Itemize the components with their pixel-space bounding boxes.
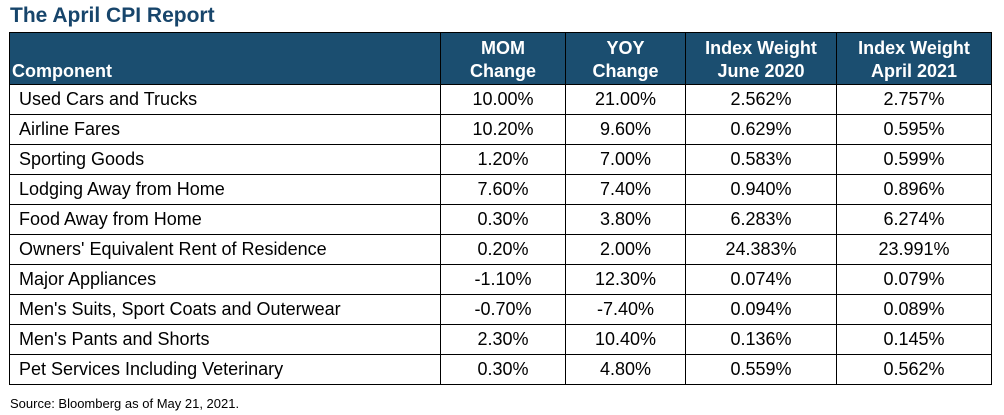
cell-weight-2020: 0.094% bbox=[685, 294, 837, 325]
column-header-label: April 2021 bbox=[870, 61, 958, 81]
cell-mom-change: -1.10% bbox=[440, 264, 566, 295]
table-row: Major Appliances -1.10% 12.30% 0.074% 0.079% bbox=[9, 264, 992, 295]
table-row: Airline Fares 10.20% 9.60% 0.629% 0.595% bbox=[9, 114, 992, 145]
cell-weight-2021: 0.896% bbox=[836, 174, 992, 205]
cell-weight-2020: 0.583% bbox=[685, 144, 837, 175]
cell-weight-2021: 0.089% bbox=[836, 294, 992, 325]
table-row: Men's Pants and Shorts 2.30% 10.40% 0.136% 0… bbox=[9, 324, 992, 355]
cell-component: Lodging Away from Home bbox=[9, 174, 441, 205]
cpi-table: Component MOM Change YOY Change Index We… bbox=[9, 32, 992, 385]
cell-mom-change: -0.70% bbox=[440, 294, 566, 325]
table-body: Used Cars and Trucks 10.00% 21.00% 2.562% 2.… bbox=[9, 84, 992, 385]
table-row: Sporting Goods 1.20% 7.00% 0.583% 0.599% bbox=[9, 144, 992, 175]
table-header: Component MOM Change YOY Change Index We… bbox=[9, 32, 992, 85]
cell-weight-2021: 2.757% bbox=[836, 84, 992, 115]
cell-component: Men's Pants and Shorts bbox=[9, 324, 441, 355]
column-header-component: Component bbox=[9, 32, 441, 85]
cell-weight-2021: 0.079% bbox=[836, 264, 992, 295]
cell-weight-2020: 0.559% bbox=[685, 354, 837, 385]
cell-yoy-change: 10.40% bbox=[565, 324, 686, 355]
cell-component: Used Cars and Trucks bbox=[9, 84, 441, 115]
column-header-label: Index Weight bbox=[705, 38, 817, 58]
cell-yoy-change: 3.80% bbox=[565, 204, 686, 235]
column-header-label: Change bbox=[469, 61, 536, 81]
cell-yoy-change: 7.00% bbox=[565, 144, 686, 175]
cell-weight-2021: 0.562% bbox=[836, 354, 992, 385]
cell-weight-2020: 0.940% bbox=[685, 174, 837, 205]
cell-component: Major Appliances bbox=[9, 264, 441, 295]
cell-weight-2020: 0.136% bbox=[685, 324, 837, 355]
column-header-label: Index Weight bbox=[858, 38, 970, 58]
column-header-label: June 2020 bbox=[717, 61, 805, 81]
cell-component: Owners' Equivalent Rent of Residence bbox=[9, 234, 441, 265]
cell-yoy-change: 2.00% bbox=[565, 234, 686, 265]
cell-component: Pet Services Including Veterinary bbox=[9, 354, 441, 385]
cell-mom-change: 0.20% bbox=[440, 234, 566, 265]
table-row: Used Cars and Trucks 10.00% 21.00% 2.562% 2.… bbox=[9, 84, 992, 115]
cell-component: Food Away from Home bbox=[9, 204, 441, 235]
cell-mom-change: 10.00% bbox=[440, 84, 566, 115]
header-row: Component MOM Change YOY Change Index We… bbox=[9, 32, 992, 85]
cell-component: Airline Fares bbox=[9, 114, 441, 145]
cell-weight-2021: 0.599% bbox=[836, 144, 992, 175]
table-row: Men's Suits, Sport Coats and Outerwear -0… bbox=[9, 294, 992, 325]
column-header-yoy: YOY Change bbox=[565, 32, 686, 85]
cell-weight-2021: 6.274% bbox=[836, 204, 992, 235]
cell-yoy-change: 9.60% bbox=[565, 114, 686, 145]
column-header-label: MOM bbox=[481, 38, 525, 58]
cell-yoy-change: 7.40% bbox=[565, 174, 686, 205]
cell-yoy-change: 4.80% bbox=[565, 354, 686, 385]
table-row: Lodging Away from Home 7.60% 7.40% 0.940% 0.… bbox=[9, 174, 992, 205]
column-header-mom: MOM Change bbox=[440, 32, 566, 85]
table-row: Pet Services Including Veterinary 0.30% 4.… bbox=[9, 354, 992, 385]
cell-yoy-change: 21.00% bbox=[565, 84, 686, 115]
report-title: The April CPI Report bbox=[10, 4, 215, 27]
cell-mom-change: 2.30% bbox=[440, 324, 566, 355]
cell-mom-change: 0.30% bbox=[440, 204, 566, 235]
cell-weight-2021: 23.991% bbox=[836, 234, 992, 265]
column-header-label: Component bbox=[12, 61, 112, 81]
cell-weight-2020: 0.629% bbox=[685, 114, 837, 145]
cell-mom-change: 1.20% bbox=[440, 144, 566, 175]
cell-weight-2021: 0.595% bbox=[836, 114, 992, 145]
cell-weight-2020: 24.383% bbox=[685, 234, 837, 265]
column-header-label: Change bbox=[592, 61, 659, 81]
cell-yoy-change: 12.30% bbox=[565, 264, 686, 295]
cell-yoy-change: -7.40% bbox=[565, 294, 686, 325]
table-row: Owners' Equivalent Rent of Residence 0.20… bbox=[9, 234, 992, 265]
cell-component: Sporting Goods bbox=[9, 144, 441, 175]
column-header-weight-2021: Index Weight April 2021 bbox=[836, 32, 992, 85]
table-row: Food Away from Home 0.30% 3.80% 6.283% 6.274… bbox=[9, 204, 992, 235]
cell-weight-2020: 0.074% bbox=[685, 264, 837, 295]
column-header-weight-2020: Index Weight June 2020 bbox=[685, 32, 837, 85]
cell-weight-2021: 0.145% bbox=[836, 324, 992, 355]
cell-mom-change: 10.20% bbox=[440, 114, 566, 145]
cell-mom-change: 0.30% bbox=[440, 354, 566, 385]
cell-component: Men's Suits, Sport Coats and Outerwear bbox=[9, 294, 441, 325]
source-note: Source: Bloomberg as of May 21, 2021. bbox=[10, 396, 240, 411]
cell-weight-2020: 2.562% bbox=[685, 84, 837, 115]
cell-mom-change: 7.60% bbox=[440, 174, 566, 205]
cell-weight-2020: 6.283% bbox=[685, 204, 837, 235]
column-header-label: YOY bbox=[606, 38, 645, 58]
